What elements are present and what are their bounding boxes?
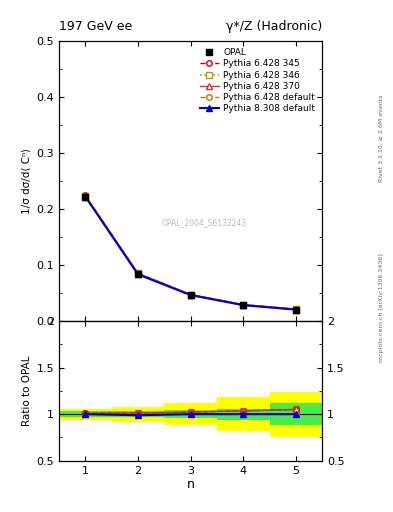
Text: 197 GeV ee: 197 GeV ee <box>59 20 132 33</box>
Text: OPAL_2004_S6132243: OPAL_2004_S6132243 <box>161 219 246 227</box>
Text: mcplots.cern.ch [arXiv:1306.3436]: mcplots.cern.ch [arXiv:1306.3436] <box>379 253 384 361</box>
Y-axis label: Ratio to OPAL: Ratio to OPAL <box>22 355 32 426</box>
Legend: OPAL, Pythia 6.428 345, Pythia 6.428 346, Pythia 6.428 370, Pythia 6.428 default: OPAL, Pythia 6.428 345, Pythia 6.428 346… <box>197 46 318 116</box>
Text: Rivet 3.1.10, ≥ 2.6M events: Rivet 3.1.10, ≥ 2.6M events <box>379 95 384 182</box>
Text: γ*/Z (Hadronic): γ*/Z (Hadronic) <box>226 20 322 33</box>
X-axis label: n: n <box>187 478 195 492</box>
Y-axis label: 1/σ dσ/d⟨ Cⁿ⟩: 1/σ dσ/d⟨ Cⁿ⟩ <box>22 148 32 214</box>
